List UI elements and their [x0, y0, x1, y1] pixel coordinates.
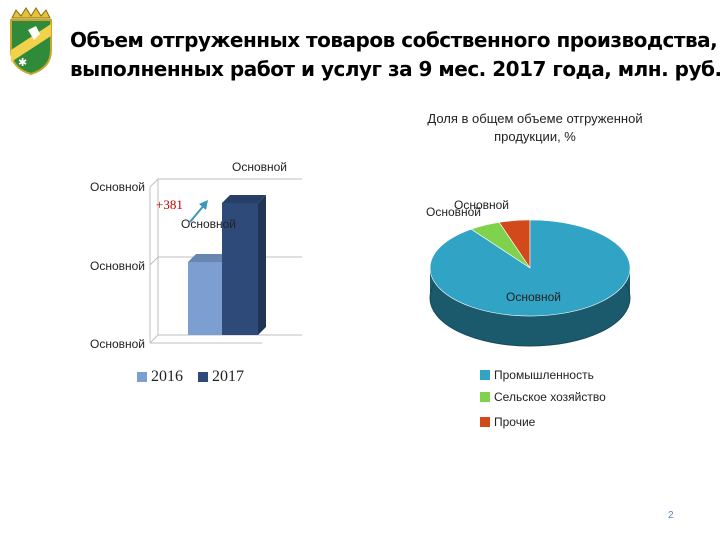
- legend-label-agriculture: Сельское хозяйство: [494, 390, 606, 404]
- bar-axis-tick-label-top: Основной: [90, 180, 146, 194]
- slide-title: Объем отгруженных товаров собственного п…: [70, 26, 720, 84]
- legend-swatch-2016: [137, 372, 147, 382]
- bar-gridline-diag-0: [149, 178, 159, 188]
- title-line-1: Объем отгруженных товаров собственного п…: [70, 28, 718, 52]
- coat-of-arms-icon: ✱: [10, 7, 52, 76]
- bar-chart-bars: [188, 195, 266, 335]
- page-number: 2: [668, 510, 674, 521]
- pie-legend-item-agriculture: Сельское хозяйство: [480, 390, 606, 404]
- growth-annotation: +381: [156, 197, 183, 212]
- bar-2017-top: [222, 195, 266, 203]
- legend-swatch-industry: [480, 370, 490, 380]
- bar-2016: [188, 262, 222, 335]
- pie-slice-label-industry: Основной: [506, 290, 562, 304]
- legend-label-other: Прочие: [494, 415, 536, 429]
- bar-chart-grid: [149, 178, 302, 344]
- pie-chart-slices: [429, 219, 631, 347]
- legend-label-2016: 2016: [151, 368, 183, 385]
- pie-legend-item-industry: Промышленность: [480, 368, 594, 382]
- bar-axis-tick-label-bottom: Основной: [90, 337, 146, 351]
- bar-2017-side: [258, 195, 266, 335]
- growth-arrow-icon: [189, 200, 208, 223]
- legend-swatch-other: [480, 417, 490, 427]
- bar-gridline-diag-2: [149, 334, 159, 344]
- bar-legend-item-2017: 2017: [198, 368, 244, 386]
- svg-text:✱: ✱: [18, 56, 27, 69]
- bar-2017: [222, 203, 258, 335]
- legend-label-2017: 2017: [212, 368, 244, 385]
- bar-legend-item-2016: 2016: [137, 368, 183, 386]
- pie-chart-title: Доля в общем объеме отгруженной продукци…: [427, 111, 643, 144]
- legend-swatch-agriculture: [480, 392, 490, 402]
- pie-slice-label-agriculture: Основной: [426, 205, 482, 219]
- title-line-2: выполненных работ и услуг за 9 мес. 2017…: [70, 57, 720, 81]
- pie-side-wall: [430, 268, 630, 346]
- bar-axis-tick-label-middle: Основной: [90, 259, 146, 273]
- pie-slice-industry: [429, 219, 631, 317]
- bar-chart-top-label: Основной: [232, 160, 288, 174]
- pie-legend-item-other: Прочие: [480, 415, 535, 429]
- legend-swatch-2017: [198, 372, 208, 382]
- bar-gridline-diag-1: [149, 256, 159, 266]
- bar-data-label: Основной: [181, 217, 237, 231]
- bar-2016-top: [188, 254, 230, 262]
- pie-slice-label-other: Основной: [454, 198, 510, 212]
- legend-label-industry: Промышленность: [494, 368, 594, 382]
